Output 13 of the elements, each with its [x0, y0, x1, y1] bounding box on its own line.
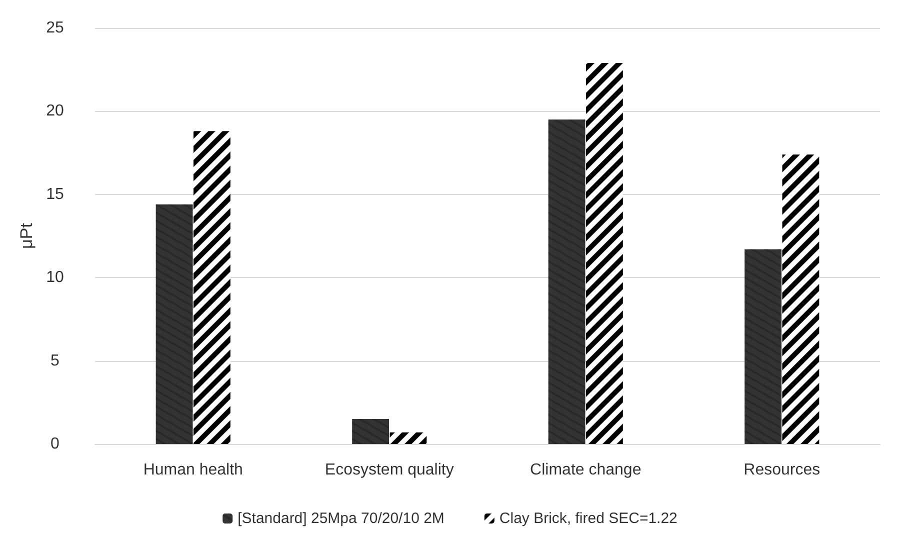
y-tick-label: 20 — [46, 102, 64, 120]
y-axis-title: μPt — [17, 222, 36, 249]
y-tick-label: 5 — [50, 352, 60, 370]
y-tick-label: 15 — [46, 186, 64, 203]
x-tick-label: Resources — [744, 462, 820, 478]
x-tick-label: Ecosystem quality — [324, 462, 454, 478]
legend-label: Clay Brick, fired SEC=1.22 — [499, 510, 678, 527]
legend-label: [Standard] 25Mpa 70/20/10 2M — [238, 510, 444, 527]
x-tick-label: Human health — [143, 462, 243, 478]
x-tick-label: Climate change — [530, 462, 642, 478]
y-tick-label: 25 — [46, 20, 64, 36]
y-tick-label: 0 — [50, 436, 60, 452]
y-tick-label: 10 — [46, 269, 64, 286]
